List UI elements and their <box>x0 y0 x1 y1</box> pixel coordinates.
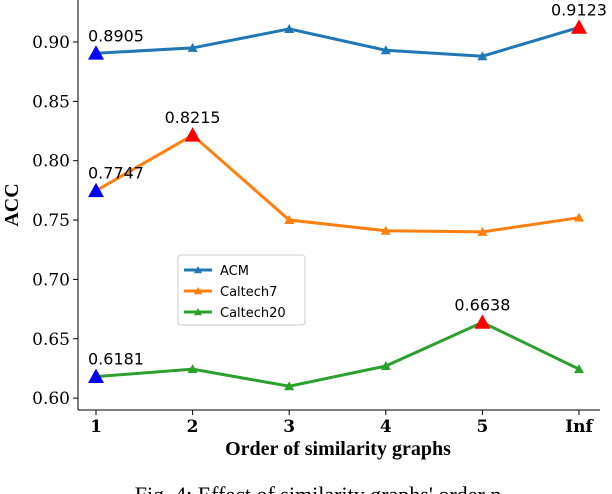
data-point <box>284 215 295 225</box>
data-point <box>187 42 198 52</box>
legend-label: Caltech20 <box>220 306 286 321</box>
data-point <box>380 45 391 55</box>
x-tick-label: 1 <box>90 417 102 437</box>
series-line-caltech20 <box>95 320 580 388</box>
y-tick-label: 0.70 <box>32 270 70 290</box>
annotation-label: 0.8905 <box>88 26 144 45</box>
highlight-marker <box>88 45 104 60</box>
legend-label: ACM <box>220 264 249 279</box>
highlight-marker <box>474 314 491 329</box>
x-tick-label: Inf <box>565 417 594 437</box>
data-point <box>187 364 198 374</box>
annotation-label: 0.6181 <box>88 350 144 369</box>
series-line-acm <box>95 25 580 58</box>
legend-marker <box>194 266 202 274</box>
legend-label: Caltech7 <box>220 285 277 300</box>
y-tick-label: 0.85 <box>32 92 70 112</box>
x-tick-label: 5 <box>476 417 488 437</box>
annotation-label: 0.9123 <box>551 0 607 19</box>
highlight-marker <box>88 368 104 384</box>
legend-marker <box>194 287 202 295</box>
series-line-caltech7 <box>95 133 580 234</box>
highlight-marker <box>571 19 587 34</box>
data-point <box>574 364 584 374</box>
figure-caption: Fig. 4: Effect of similarity graphs' ord… <box>135 482 501 494</box>
y-tick-label: 0.65 <box>32 330 70 350</box>
highlight-marker <box>184 127 201 142</box>
annotation-label: 0.8215 <box>165 108 221 127</box>
data-point <box>380 225 391 235</box>
x-tick-label: 2 <box>187 417 199 437</box>
legend-marker <box>194 308 202 316</box>
y-tick-label: 0.80 <box>32 152 70 172</box>
highlight-marker <box>88 182 104 198</box>
x-tick-label: 3 <box>283 417 295 437</box>
x-tick-label: 4 <box>380 417 392 437</box>
data-point <box>477 51 488 61</box>
data-point <box>284 381 295 391</box>
legend: ACM Caltech7 Caltech20 <box>177 254 306 326</box>
data-point <box>380 361 391 371</box>
data-point <box>574 212 584 222</box>
annotation-label: 0.6638 <box>454 295 510 314</box>
y-tick-label: 0.60 <box>32 389 70 409</box>
y-axis-label: ACC <box>1 183 23 226</box>
y-tick-label: 0.75 <box>32 211 70 231</box>
annotation-label: 0.7747 <box>88 164 144 183</box>
data-point <box>477 226 488 236</box>
data-point <box>284 23 295 33</box>
y-tick-label: 0.90 <box>32 33 70 53</box>
x-axis-label: Order of similarity graphs <box>225 438 451 460</box>
